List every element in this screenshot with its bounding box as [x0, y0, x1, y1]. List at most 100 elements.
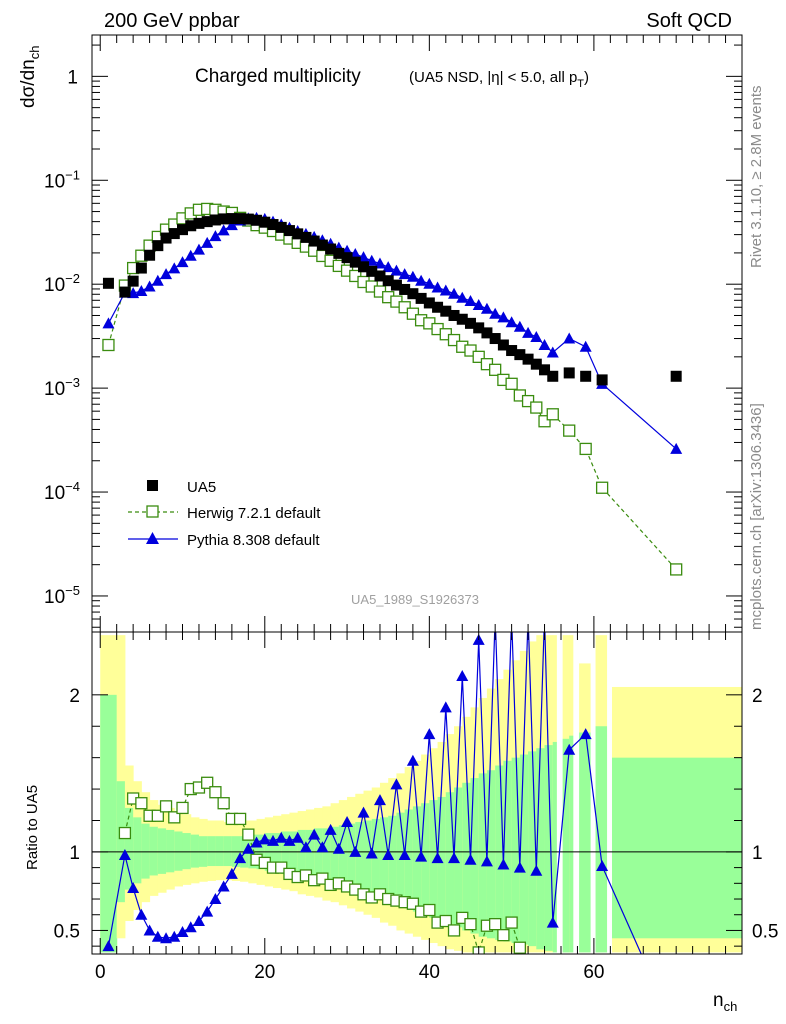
ratio-band-inner — [478, 773, 488, 937]
legend-item-pythia: Pythia 8.308 default — [128, 532, 320, 549]
legend-label-pythia: Pythia 8.308 default — [187, 532, 320, 549]
main-pythia-point — [472, 299, 485, 311]
main-herwig-point — [521, 394, 535, 408]
main-pythia-point — [406, 270, 419, 282]
main-panel: 1 10−1 10−2 10−3 10−4 10−5 Charged multiplici… — [18, 34, 743, 633]
main-pythia-point — [464, 294, 477, 306]
main-pythia-point — [480, 302, 493, 314]
ratio-ytick-label-right: 1 — [752, 843, 763, 864]
main-ua5-point — [316, 239, 328, 251]
ratio-band-inner — [560, 738, 570, 953]
main-ytick-label: 10−1 — [44, 167, 80, 192]
main-pythia-point — [530, 331, 543, 343]
main-pythia-point — [439, 284, 452, 296]
ratio-pythia-point — [456, 669, 469, 681]
main-ua5-point — [341, 252, 353, 264]
ratio-herwig-point — [275, 861, 288, 874]
main-pythia-point — [579, 340, 592, 352]
main-ua5-point — [193, 217, 205, 229]
ratio-band-inner — [322, 828, 332, 882]
ratio-herwig-point — [447, 924, 461, 937]
main-pythia-point — [431, 281, 444, 293]
ratio-pythia-point — [275, 831, 288, 843]
main-ua5-point — [514, 349, 526, 361]
xtick-label: 40 — [419, 962, 440, 983]
ratio-pythia-point — [373, 794, 386, 806]
ratio-herwig-point — [464, 918, 477, 931]
ratio-pythia-point — [135, 908, 148, 920]
ratio-band-inner — [182, 833, 192, 870]
ratio-series-layer — [102, 610, 644, 954]
main-series-layer — [102, 202, 683, 576]
ratio-pythia-point — [406, 754, 419, 766]
ratio-pythia-point — [118, 849, 131, 861]
main-ua5-point — [530, 358, 542, 370]
ratio-pythia-point — [398, 849, 411, 861]
ratio-band-inner — [100, 694, 118, 953]
main-ua5-point — [481, 327, 493, 339]
main-ua5-point — [423, 297, 435, 309]
main-pythia-point — [143, 280, 156, 292]
main-ua5-point — [489, 333, 501, 345]
header-right-label: Soft QCD — [646, 10, 732, 32]
main-ua5-point — [333, 247, 345, 259]
main-pythia-point — [390, 264, 403, 276]
ratio-band-inner — [454, 787, 463, 928]
ratio-pythia-point — [382, 849, 395, 861]
ratio-pythia-point — [299, 841, 312, 853]
ratio-band-inner — [429, 800, 439, 918]
ratio-ytick-label-left: 2 — [69, 686, 80, 707]
ratio-pythia-point — [225, 867, 238, 879]
main-pythia-point — [522, 326, 535, 338]
main-ytick-label: 10−5 — [44, 583, 80, 608]
ratio-axis-ticks: 0.5 0.51 12 20 20 40 60 — [54, 632, 778, 983]
main-ua5-point — [177, 224, 189, 236]
main-pythia-point — [151, 274, 164, 286]
main-herwig-point — [546, 408, 559, 421]
main-ytick-label: 10−3 — [44, 375, 80, 400]
ratio-pythia-point — [316, 841, 329, 853]
ratio-pythia-point — [365, 847, 378, 859]
ratio-pythia-point — [168, 930, 181, 942]
main-pythia-point — [135, 285, 148, 297]
ratio-herwig-point — [406, 897, 420, 910]
ratio-band-inner — [486, 770, 496, 939]
legend-marker-herwig — [146, 505, 159, 518]
ratio-pythia-point — [192, 915, 205, 927]
ratio-band-inner — [207, 836, 216, 867]
ratio-herwig-point — [135, 797, 148, 810]
main-axis-ticks: 1 10−1 10−2 10−3 10−4 10−5 — [44, 35, 742, 632]
main-herwig-point — [563, 424, 576, 437]
ratio-herwig-point — [168, 811, 181, 824]
main-ua5-point — [522, 353, 534, 365]
xlabel: nch — [713, 990, 737, 1014]
main-ua5-point — [218, 213, 230, 225]
ratio-pythia-point — [127, 882, 140, 894]
main-herwig-point — [489, 363, 502, 376]
ratio-band-inner — [593, 726, 611, 953]
ratio-band-inner — [610, 757, 742, 939]
main-ua5-point — [234, 213, 246, 225]
ratio-band-inner — [133, 817, 142, 884]
ratio-pythia-point — [448, 852, 461, 864]
main-ua5-point — [308, 235, 320, 247]
main-ua5-point — [152, 240, 164, 252]
ratio-pythia-point — [217, 880, 230, 892]
main-herwig-point — [472, 350, 485, 363]
ratio-herwig-point — [209, 786, 222, 799]
main-ua5-point — [563, 367, 575, 379]
ratio-ytick-label-right: 2 — [752, 686, 763, 707]
main-ua5-point — [259, 216, 271, 228]
ratio-pythia-point — [324, 823, 337, 835]
ratio-herwig-point — [242, 828, 255, 841]
ratio-pythia-point — [506, 610, 518, 621]
ratio-herwig-point — [489, 918, 502, 931]
main-herwig-point — [398, 301, 411, 314]
main-pythia-point — [398, 268, 411, 280]
ratio-herwig-point — [217, 797, 230, 810]
ratio-pythia-point — [176, 926, 189, 938]
ratio-pythia-point — [423, 728, 436, 740]
main-ua5-point — [135, 262, 147, 274]
ratio-pythia-point — [513, 861, 526, 873]
